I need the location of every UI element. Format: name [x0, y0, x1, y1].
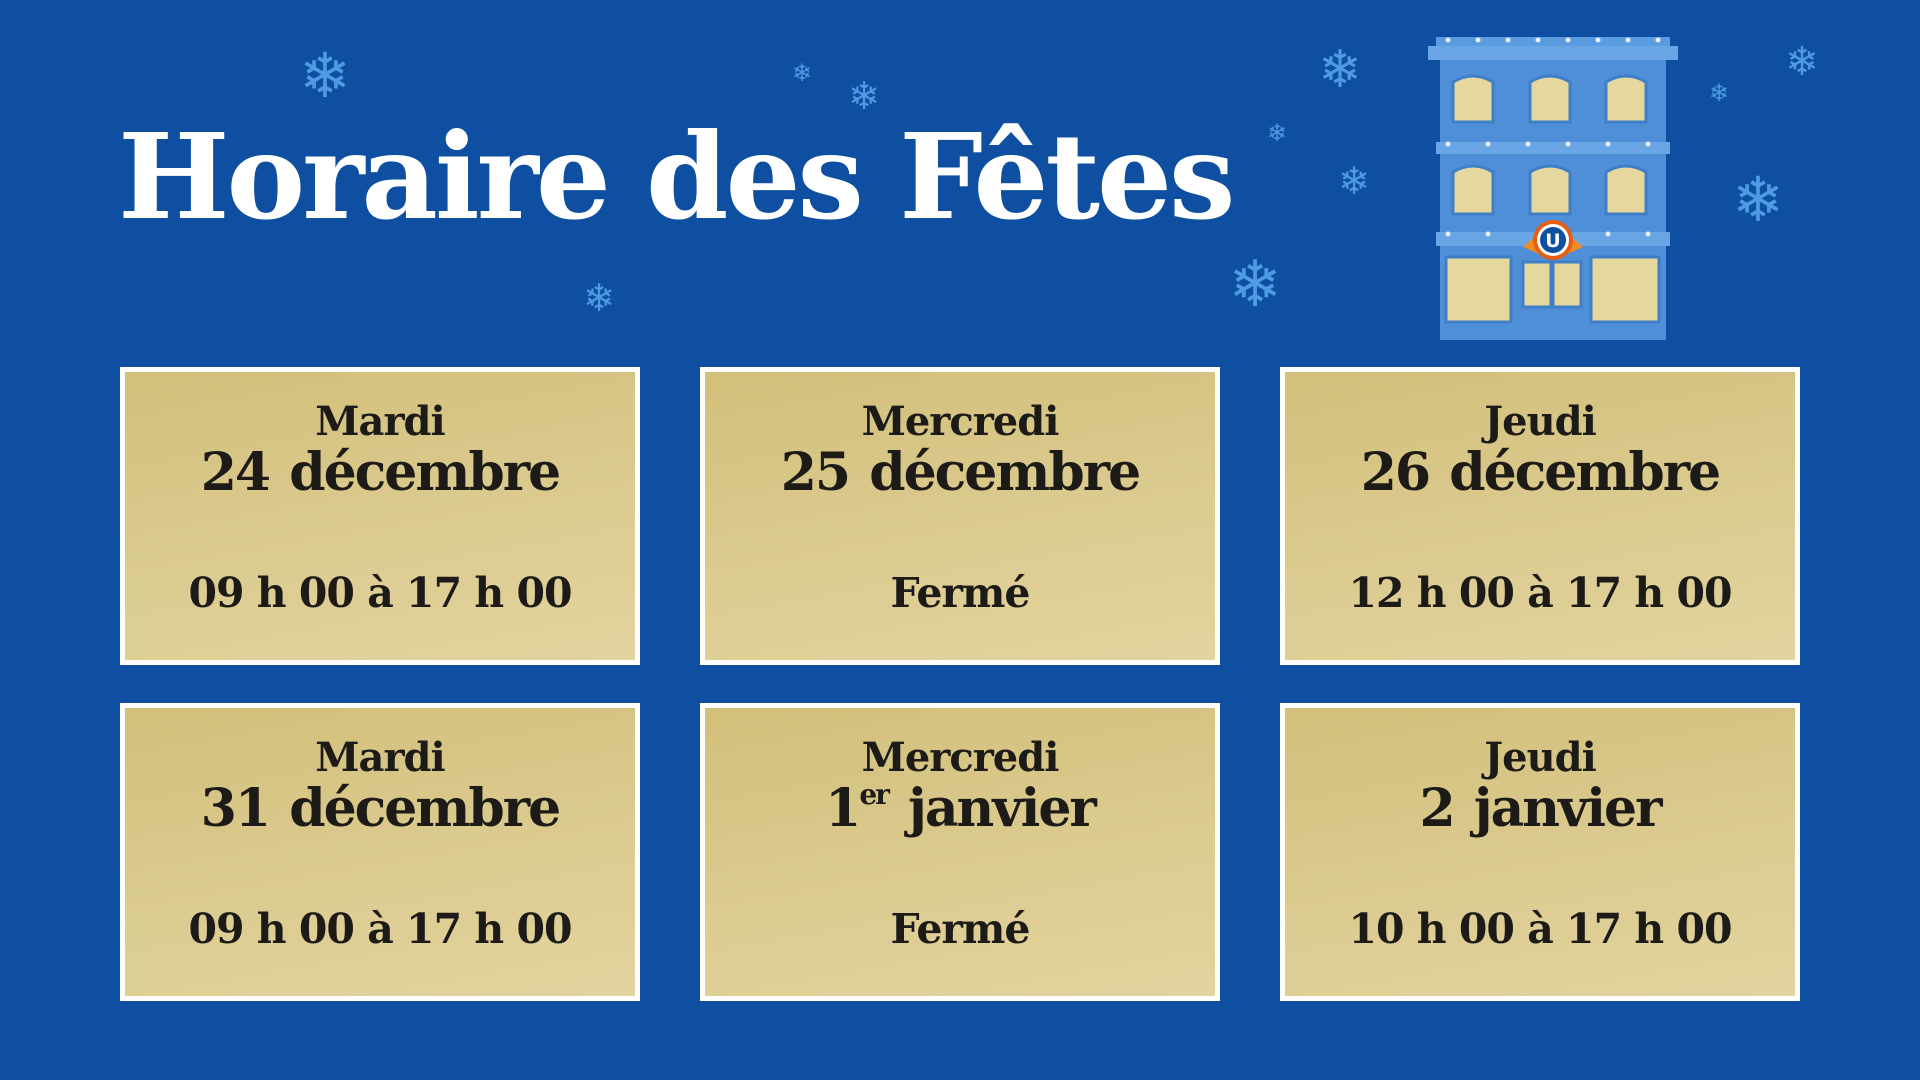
date: 2 janvier: [1419, 778, 1662, 839]
day-name: Mardi: [315, 398, 445, 445]
day-name: Mercredi: [861, 398, 1060, 445]
snowflake-icon: ❄: [583, 276, 615, 320]
day-name: Mercredi: [861, 734, 1060, 781]
hours: 10 h 00 à 17 h 00: [1348, 905, 1732, 953]
date: 26 décembre: [1360, 442, 1722, 503]
date: 31 décembre: [200, 778, 562, 839]
snowflake-icon: ❄: [791, 59, 813, 87]
page-title: Horaire des Fêtes: [118, 107, 1235, 246]
snowflake-icon: ❄: [1732, 163, 1784, 236]
snowflake-icon: ❄: [299, 39, 351, 112]
day-name: Jeudi: [1484, 734, 1597, 781]
date: 24 décembre: [200, 442, 562, 503]
snowflake-icon: ❄: [1318, 40, 1362, 100]
schedule-card: Jeudi 26 décembre 12 h 00 à 17 h 00: [1280, 367, 1800, 665]
day-name: Jeudi: [1484, 398, 1597, 445]
schedule-grid: Mardi 24 décembre 09 h 00 à 17 h 00 Merc…: [120, 367, 1800, 1001]
snowflake-icon: ❄: [1338, 159, 1370, 203]
hours: Fermé: [890, 905, 1030, 953]
schedule-card: Mardi 31 décembre 09 h 00 à 17 h 00: [120, 703, 640, 1001]
store-building-illustration: U: [1428, 37, 1678, 340]
snowflake-icon: ❄: [1266, 119, 1288, 147]
hours: 09 h 00 à 17 h 00: [188, 905, 572, 953]
schedule-card: Mercredi 25 décembre Fermé: [700, 367, 1220, 665]
hours: Fermé: [890, 569, 1030, 617]
schedule-card: Jeudi 2 janvier 10 h 00 à 17 h 00: [1280, 703, 1800, 1001]
hours: 09 h 00 à 17 h 00: [188, 569, 572, 617]
logo-letter: U: [1545, 230, 1560, 252]
snowflake-icon: ❄: [1785, 39, 1819, 85]
day-name: Mardi: [315, 734, 445, 781]
hours: 12 h 00 à 17 h 00: [1348, 569, 1732, 617]
date: 1er janvier: [825, 778, 1097, 839]
snowflake-icon: ❄: [1708, 79, 1730, 107]
snowflake-icon: ❄: [1228, 248, 1282, 322]
schedule-card: Mardi 24 décembre 09 h 00 à 17 h 00: [120, 367, 640, 665]
schedule-card: Mercredi 1er janvier Fermé: [700, 703, 1220, 1001]
snowflake-icon: ❄: [848, 74, 880, 118]
date: 25 décembre: [780, 442, 1142, 503]
